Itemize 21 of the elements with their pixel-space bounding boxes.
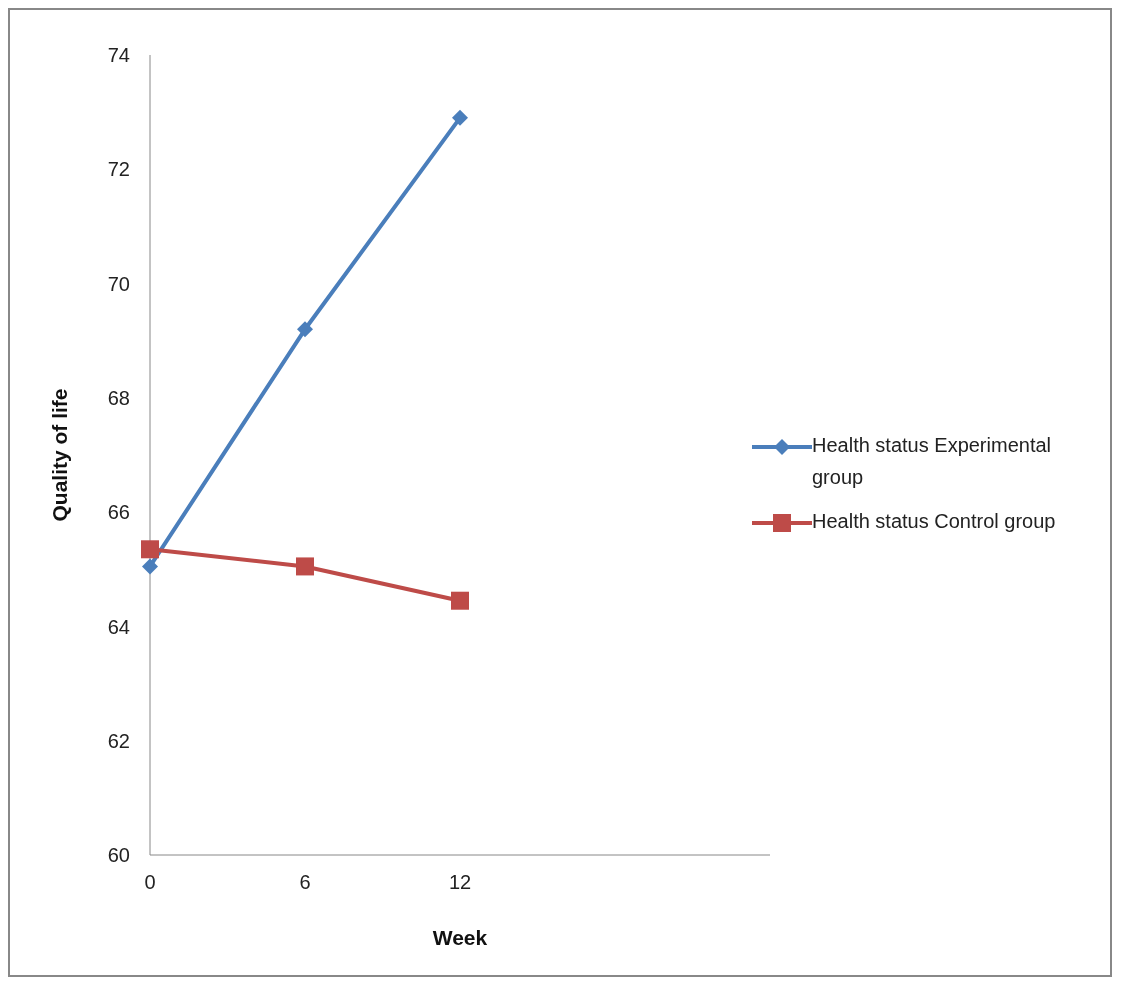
point bbox=[297, 321, 313, 338]
y-tick-label: 64 bbox=[107, 615, 130, 638]
x-tick-label: 6 bbox=[299, 871, 311, 894]
y-tick-label: 62 bbox=[107, 729, 130, 752]
y-tick-label: 68 bbox=[107, 386, 130, 409]
point bbox=[296, 557, 314, 576]
x-tick-label: 12 bbox=[448, 871, 472, 894]
y-tick-label: 60 bbox=[107, 844, 130, 867]
y-tick-label: 66 bbox=[107, 501, 130, 524]
legend-label: Health status Control group bbox=[812, 509, 1057, 534]
y-tick-label: 74 bbox=[107, 44, 130, 67]
legend-label: Health status Experimental group bbox=[812, 433, 1052, 490]
point bbox=[141, 540, 159, 559]
y-tick-label: 70 bbox=[107, 272, 130, 295]
y-tick-label: 72 bbox=[107, 158, 130, 181]
point bbox=[452, 109, 468, 126]
x-axis-title: Week bbox=[432, 926, 488, 949]
y-axis-title: Quality of life bbox=[48, 388, 72, 522]
point bbox=[142, 558, 158, 575]
point bbox=[451, 591, 469, 610]
x-tick-label: 0 bbox=[144, 871, 156, 894]
